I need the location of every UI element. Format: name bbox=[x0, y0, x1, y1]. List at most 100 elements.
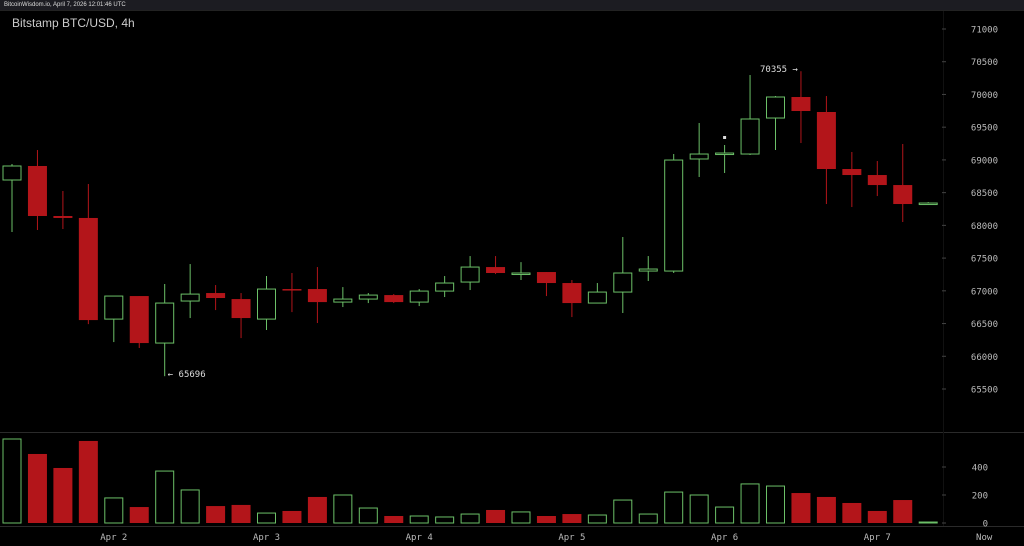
candle-body bbox=[104, 295, 124, 320]
candle-body bbox=[562, 283, 582, 304]
price-tick-label: 70500 bbox=[971, 58, 998, 68]
price-tick-label: 69500 bbox=[971, 124, 998, 134]
volume-bar bbox=[842, 502, 862, 523]
low-annotation: ← 65696 bbox=[168, 370, 206, 380]
candle-body bbox=[766, 96, 785, 119]
x-axis-label: Apr 7 bbox=[864, 533, 891, 543]
candle-body bbox=[358, 294, 378, 300]
candle-body bbox=[409, 290, 429, 303]
volume-bar bbox=[78, 440, 98, 523]
candle-body bbox=[384, 295, 404, 303]
volume-bar bbox=[893, 500, 913, 523]
volume-bar bbox=[282, 510, 302, 523]
candle-body bbox=[257, 288, 276, 320]
chart-frame bbox=[0, 10, 1024, 546]
volume-bar bbox=[867, 510, 887, 523]
x-axis-label: Apr 3 bbox=[253, 533, 280, 543]
volume-bar bbox=[918, 521, 938, 524]
x-axis-label: Apr 4 bbox=[406, 533, 433, 543]
candle-body bbox=[78, 217, 98, 321]
candle-body bbox=[536, 272, 556, 284]
candle-body bbox=[155, 302, 175, 344]
volume-bar bbox=[435, 516, 455, 524]
volume-bar bbox=[257, 512, 276, 524]
candle-body bbox=[613, 272, 633, 293]
price-tick-label: 68500 bbox=[971, 189, 998, 199]
candle-body bbox=[867, 175, 887, 186]
price-tick-label: 66500 bbox=[971, 320, 998, 330]
volume-bar bbox=[129, 507, 149, 523]
volume-bar bbox=[664, 491, 684, 524]
volume-bar bbox=[358, 507, 378, 524]
candle-body bbox=[231, 299, 251, 319]
price-tick-label: 68000 bbox=[971, 222, 998, 232]
candle-body bbox=[715, 152, 735, 156]
high-annotation: 70355 → bbox=[760, 65, 799, 75]
price-tick-label: 67500 bbox=[971, 255, 998, 265]
candle-body bbox=[486, 267, 506, 274]
volume-bar bbox=[409, 515, 429, 524]
price-tick-label: 66000 bbox=[971, 353, 998, 363]
candle-body bbox=[206, 293, 226, 299]
volume-bar bbox=[791, 493, 811, 523]
candle-body bbox=[460, 266, 480, 283]
volume-bar bbox=[715, 506, 735, 524]
volume-bar bbox=[104, 497, 124, 524]
price-tick-label: 67000 bbox=[971, 287, 998, 297]
volume-bar bbox=[2, 438, 22, 524]
candle-body bbox=[740, 118, 760, 155]
candle-body bbox=[2, 165, 22, 181]
candle-body bbox=[893, 185, 913, 205]
candle-body bbox=[307, 289, 327, 303]
volume-tick-label: 0 bbox=[983, 520, 988, 530]
volume-bar bbox=[231, 504, 251, 523]
price-tick-label: 70000 bbox=[971, 91, 998, 101]
candle-body bbox=[918, 202, 938, 206]
price-tick-label: 65500 bbox=[971, 386, 998, 396]
volume-bar bbox=[740, 483, 760, 524]
volume-bar bbox=[536, 516, 556, 523]
price-tick-label: 69000 bbox=[971, 156, 998, 166]
x-axis-label: Apr 2 bbox=[100, 533, 127, 543]
x-axis-label: Apr 6 bbox=[711, 533, 738, 543]
candle-body bbox=[638, 268, 658, 272]
volume-bar bbox=[638, 513, 658, 524]
volume-bar bbox=[562, 514, 582, 523]
marker-dot bbox=[723, 136, 727, 139]
volume-bar bbox=[460, 513, 480, 524]
volume-bar bbox=[307, 496, 327, 523]
volume-bar bbox=[587, 514, 607, 524]
candle-body bbox=[511, 272, 531, 276]
header-text: BitcoinWisdom.io, April 7, 2026 12:01:46… bbox=[4, 2, 126, 8]
volume-bar bbox=[53, 467, 73, 523]
volume-bar bbox=[333, 494, 353, 524]
candle-body bbox=[791, 97, 811, 112]
volume-tick-label: 400 bbox=[972, 464, 988, 474]
volume-bar bbox=[816, 496, 836, 523]
candle-body bbox=[842, 169, 862, 176]
volume-bar bbox=[27, 453, 47, 523]
volume-bar bbox=[766, 485, 785, 524]
volume-tick-label: 200 bbox=[972, 492, 988, 502]
volume-bar bbox=[511, 511, 531, 524]
price-tick-label: 71000 bbox=[971, 26, 998, 36]
x-axis-label: Apr 5 bbox=[558, 533, 585, 543]
candle-body bbox=[689, 153, 709, 160]
candle-body bbox=[816, 111, 836, 170]
volume-bar bbox=[486, 509, 506, 523]
candle-body bbox=[53, 216, 73, 218]
candle-body bbox=[180, 293, 200, 302]
volume-bar bbox=[613, 499, 633, 524]
candle-body bbox=[664, 159, 684, 272]
chart-title: Bitstamp BTC/USD, 4h bbox=[12, 16, 135, 30]
top-bar: BitcoinWisdom.io, April 7, 2026 12:01:46… bbox=[0, 0, 1024, 10]
candle-body bbox=[587, 291, 607, 304]
candle-body bbox=[27, 165, 47, 217]
candle-body bbox=[129, 296, 149, 344]
volume-bar bbox=[180, 489, 200, 524]
candle-body bbox=[333, 298, 353, 303]
candle-body bbox=[282, 289, 302, 291]
x-axis-label: Now bbox=[976, 533, 993, 543]
volume-bar bbox=[689, 494, 709, 524]
